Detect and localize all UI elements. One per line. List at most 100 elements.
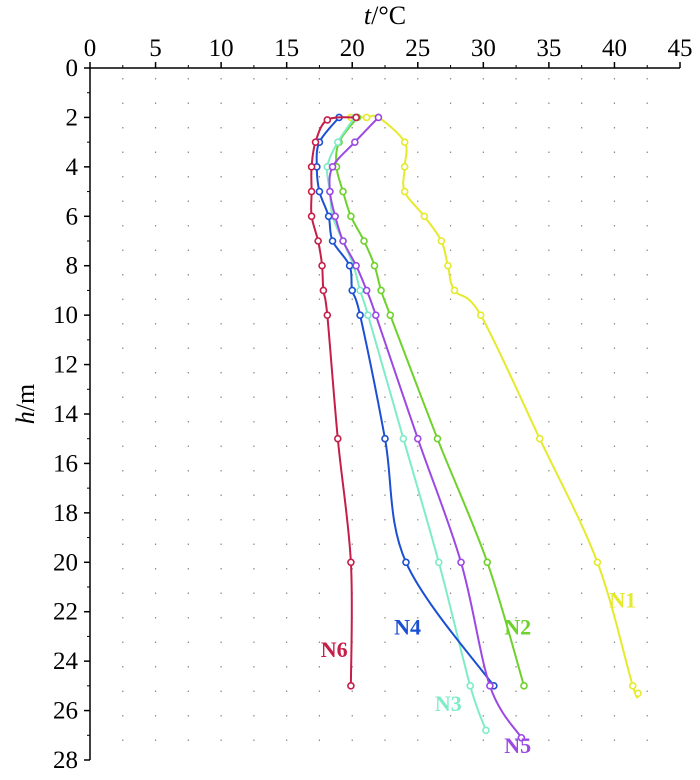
data-point-n1	[420, 212, 429, 221]
data-point-n1	[444, 261, 452, 270]
series-n3: N3	[323, 113, 490, 735]
data-point-n3	[399, 434, 408, 443]
y-tick-label: 4	[66, 154, 79, 181]
data-point-n2	[370, 261, 379, 270]
data-point-n3	[333, 138, 342, 146]
series-line-n2	[335, 116, 525, 687]
data-point-n1	[535, 434, 544, 443]
series-line-n6	[310, 116, 357, 686]
series-n4: N4	[313, 113, 498, 690]
data-point-n6	[311, 138, 320, 146]
data-point-n5	[517, 733, 526, 742]
data-point-n5	[486, 682, 494, 690]
data-point-n6	[347, 682, 355, 690]
y-tick-label: 20	[53, 549, 78, 576]
series-n6: N6	[307, 113, 360, 690]
x-axis-ticks: 0 5 10 15 20 25 30 35 40 45	[84, 35, 693, 68]
data-point-n3	[466, 682, 475, 690]
data-point-n5	[413, 434, 422, 443]
data-point-n1	[400, 163, 409, 171]
data-point-n5	[352, 261, 360, 270]
data-point-n1	[437, 237, 446, 245]
y-tick-label: 10	[53, 302, 78, 329]
grid	[122, 78, 648, 760]
data-point-n3	[356, 286, 364, 295]
data-point-n1	[362, 113, 371, 122]
data-point-n5	[328, 163, 337, 171]
series-n2: N2	[332, 113, 531, 690]
data-point-n3	[364, 311, 372, 319]
x-tick-label: 45	[668, 35, 693, 62]
data-point-n6	[307, 163, 316, 171]
y-axis-title: h/m	[11, 384, 40, 424]
data-point-n4	[345, 261, 354, 270]
y-tick-label: 8	[66, 253, 79, 280]
y-tick-label: 24	[53, 648, 79, 675]
data-point-n5	[457, 558, 465, 567]
data-point-n4	[328, 237, 337, 245]
series-label-n2: N2	[504, 615, 531, 640]
x-tick-label: 10	[209, 35, 234, 62]
data-point-n2	[433, 434, 442, 443]
y-axis-title-unit: /m	[11, 384, 40, 411]
series-label-n6: N6	[321, 637, 348, 662]
y-tick-label: 26	[53, 698, 78, 725]
y-tick-label: 18	[53, 500, 78, 527]
y-tick-label: 6	[66, 203, 79, 230]
data-point-n1	[593, 558, 602, 567]
data-point-n1	[634, 689, 642, 698]
data-point-n5	[362, 286, 371, 295]
x-tick-label: 40	[602, 35, 627, 62]
data-point-n5	[351, 138, 359, 146]
data-point-n2	[339, 187, 347, 196]
data-point-n4	[324, 212, 333, 221]
axes	[89, 67, 680, 760]
data-point-n6	[352, 113, 360, 122]
data-point-n6	[319, 286, 328, 295]
data-point-n5	[339, 237, 347, 245]
data-point-n3	[434, 558, 443, 567]
data-point-n5	[331, 212, 339, 221]
data-point-n4	[348, 286, 357, 295]
data-point-n6	[307, 187, 316, 196]
data-point-n1	[628, 682, 637, 690]
y-tick-label: 14	[53, 401, 79, 428]
data-point-n4	[315, 187, 324, 196]
y-tick-label: 22	[53, 599, 78, 626]
data-point-n4	[356, 311, 364, 319]
data-point-n6	[323, 311, 332, 319]
series-label-n4: N4	[394, 615, 421, 640]
data-point-n5	[326, 187, 334, 196]
data-point-n4	[381, 434, 389, 443]
y-tick-label: 12	[53, 352, 78, 379]
data-point-n6	[318, 261, 326, 270]
series-line-n5	[328, 116, 523, 739]
y-tick-label: 0	[66, 55, 79, 82]
x-tick-label: 30	[471, 35, 496, 62]
data-point-n2	[377, 286, 385, 295]
data-point-n2	[483, 558, 492, 567]
series-layer: N1 N2 N3 N4 N5 N6	[307, 113, 642, 758]
data-point-n2	[386, 311, 395, 319]
x-tick-label: 0	[84, 35, 97, 62]
data-point-n1	[476, 311, 485, 319]
x-tick-label: 35	[536, 35, 561, 62]
data-point-n5	[374, 113, 383, 122]
series-label-n5: N5	[504, 733, 531, 758]
data-point-n1	[450, 286, 459, 295]
data-point-n6	[307, 212, 316, 221]
series-label-n1: N1	[609, 587, 636, 612]
data-point-n6	[333, 434, 342, 443]
data-point-n2	[520, 682, 528, 690]
data-point-n2	[347, 212, 355, 221]
data-point-n6	[323, 116, 332, 124]
data-point-n1	[400, 187, 409, 196]
series-n5: N5	[326, 113, 531, 758]
data-point-n6	[314, 237, 322, 245]
y-tick-label: 16	[53, 450, 78, 477]
data-point-n1	[400, 138, 409, 146]
x-axis-title-symbol: t	[364, 1, 372, 30]
y-tick-label: 2	[66, 104, 79, 131]
